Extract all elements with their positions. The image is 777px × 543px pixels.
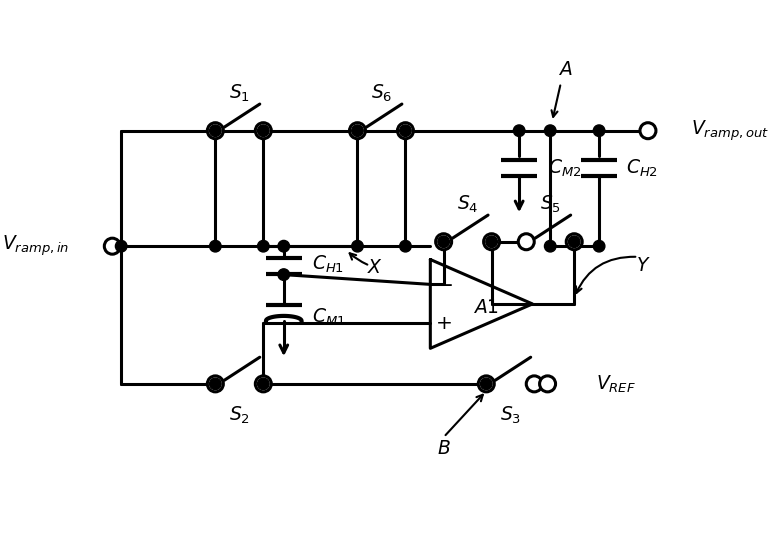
Circle shape: [640, 123, 656, 138]
Circle shape: [545, 241, 556, 252]
Circle shape: [594, 125, 605, 136]
Text: $B$: $B$: [437, 440, 451, 458]
Circle shape: [352, 125, 364, 136]
Circle shape: [257, 378, 269, 390]
Circle shape: [479, 376, 494, 392]
Circle shape: [483, 233, 500, 250]
Text: $V_{REF}$: $V_{REF}$: [597, 373, 636, 395]
Circle shape: [210, 125, 221, 136]
Circle shape: [256, 123, 271, 138]
Circle shape: [436, 233, 451, 250]
Text: $C_{H2}$: $C_{H2}$: [625, 157, 658, 179]
Text: $S_4$: $S_4$: [457, 194, 479, 215]
Text: $+$: $+$: [435, 314, 452, 333]
Circle shape: [104, 238, 120, 254]
Text: $V_{ramp,in}$: $V_{ramp,in}$: [2, 234, 70, 258]
Circle shape: [257, 125, 269, 136]
Text: $X$: $X$: [368, 260, 383, 277]
Text: $A1$: $A1$: [473, 299, 499, 317]
Circle shape: [486, 236, 497, 248]
Text: $S_1$: $S_1$: [228, 83, 250, 104]
Text: $C_{H1}$: $C_{H1}$: [312, 253, 344, 275]
Text: $S_5$: $S_5$: [540, 194, 561, 215]
Text: $S_3$: $S_3$: [500, 405, 521, 426]
Circle shape: [480, 378, 492, 390]
Text: $C_{M1}$: $C_{M1}$: [312, 307, 346, 328]
Circle shape: [350, 123, 365, 138]
Circle shape: [569, 236, 580, 248]
Text: $A$: $A$: [558, 61, 573, 79]
Circle shape: [518, 233, 535, 250]
Circle shape: [210, 378, 221, 390]
Circle shape: [278, 241, 290, 252]
Circle shape: [207, 123, 223, 138]
Circle shape: [438, 236, 449, 248]
Text: $S_2$: $S_2$: [228, 405, 250, 426]
Circle shape: [210, 241, 221, 252]
Text: $Y$: $Y$: [636, 257, 651, 275]
Circle shape: [514, 125, 525, 136]
Circle shape: [594, 241, 605, 252]
Text: $S_6$: $S_6$: [371, 83, 392, 104]
Circle shape: [256, 376, 271, 392]
Circle shape: [526, 376, 542, 392]
Circle shape: [566, 233, 582, 250]
Circle shape: [278, 269, 290, 280]
Circle shape: [352, 241, 364, 252]
Circle shape: [539, 376, 556, 392]
Circle shape: [399, 241, 411, 252]
Circle shape: [207, 376, 223, 392]
Circle shape: [116, 241, 127, 252]
Circle shape: [398, 123, 413, 138]
Text: $V_{ramp,out}$: $V_{ramp,out}$: [691, 118, 768, 143]
Text: $C_{M2}$: $C_{M2}$: [548, 157, 581, 179]
Circle shape: [545, 125, 556, 136]
Circle shape: [399, 125, 411, 136]
Circle shape: [257, 241, 269, 252]
Text: $-$: $-$: [435, 273, 452, 295]
